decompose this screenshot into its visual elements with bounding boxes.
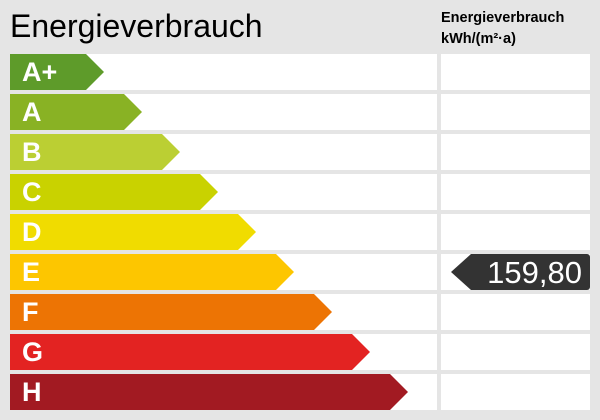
value-indicator: 159,80 (451, 254, 590, 290)
class-label: C (22, 177, 42, 207)
class-bar-cell: A (10, 94, 437, 130)
class-bar-cell: H (10, 374, 437, 410)
class-bar-cell: G (10, 334, 437, 370)
class-bar: B (10, 134, 180, 170)
column-header-line1: Energieverbrauch (441, 10, 565, 26)
energy-class-row: A (10, 94, 590, 130)
energy-class-row: H (10, 374, 590, 410)
class-bar: A+ (10, 54, 104, 90)
class-label: G (22, 337, 44, 367)
class-bar: E (10, 254, 294, 290)
class-label: E (22, 257, 41, 287)
column-header-line2: kWh/(m²·a) (441, 31, 516, 47)
value-cell (441, 334, 590, 370)
value-cell (441, 214, 590, 250)
page-title: Energieverbrauch (10, 8, 263, 44)
value-cell (441, 94, 590, 130)
energy-class-row: B (10, 134, 590, 170)
class-bar: G (10, 334, 370, 370)
class-label: H (22, 377, 42, 407)
class-label: A+ (22, 57, 58, 87)
class-bar: F (10, 294, 332, 330)
class-label: D (22, 217, 42, 247)
class-label: F (22, 297, 39, 327)
value-cell: 159,80 (441, 254, 590, 290)
class-bar-cell: B (10, 134, 437, 170)
value-cell (441, 374, 590, 410)
value-cell (441, 174, 590, 210)
value-text: 159,80 (487, 255, 582, 290)
class-label: B (22, 137, 42, 167)
class-bar: C (10, 174, 218, 210)
class-bar-cell: E (10, 254, 437, 290)
energy-class-row: F (10, 294, 590, 330)
energy-class-row: C (10, 174, 590, 210)
class-bar: A (10, 94, 142, 130)
energy-class-row: G (10, 334, 590, 370)
class-bar-cell: A+ (10, 54, 437, 90)
energy-class-row: D (10, 214, 590, 250)
class-bar-cell: F (10, 294, 437, 330)
class-label: A (22, 97, 42, 127)
energy-class-row: E 159,80 (10, 254, 590, 290)
class-bar: H (10, 374, 408, 410)
class-bar: D (10, 214, 256, 250)
value-cell (441, 294, 590, 330)
energy-class-row: A+ (10, 54, 590, 90)
value-cell (441, 54, 590, 90)
column-header: Energieverbrauch kWh/(m²·a) (441, 8, 564, 50)
value-cell (441, 134, 590, 170)
class-bar-cell: C (10, 174, 437, 210)
class-bar-cell: D (10, 214, 437, 250)
